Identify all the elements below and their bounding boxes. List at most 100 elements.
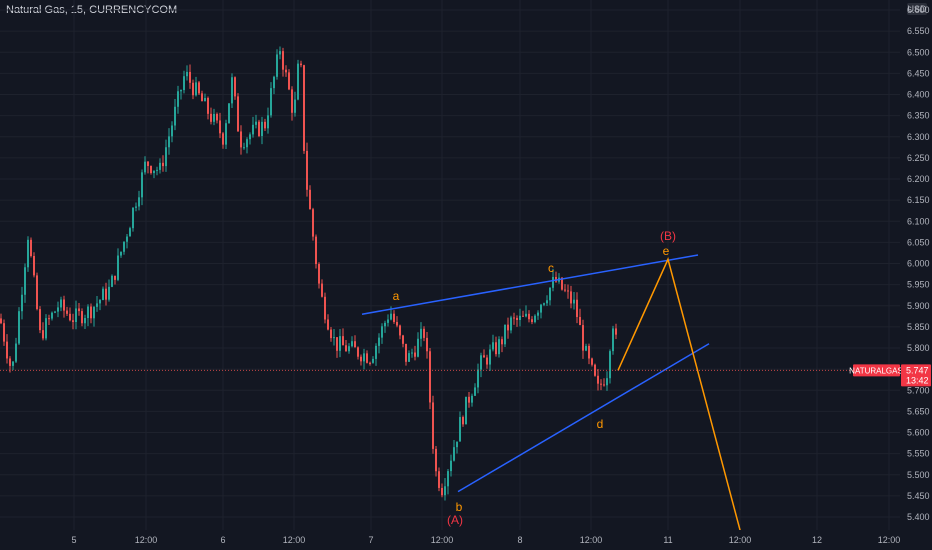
candle-body — [27, 239, 29, 268]
candle-body — [498, 339, 500, 355]
candle-body — [105, 288, 107, 300]
candle-body — [84, 318, 86, 324]
time-tick-label: 5 — [71, 535, 76, 545]
candle-body — [153, 170, 155, 174]
price-tick-label: 6.200 — [907, 174, 930, 184]
candle-body — [348, 346, 350, 352]
candle-body — [51, 312, 53, 319]
candle-body — [525, 313, 527, 317]
candle-body — [0, 318, 2, 324]
candle-body — [531, 319, 533, 323]
candle-body — [357, 347, 359, 357]
candle-body — [186, 71, 188, 77]
candle-body — [270, 88, 272, 116]
price-tick-label: 5.800 — [907, 343, 930, 353]
candle-body — [483, 355, 485, 358]
candle-body — [603, 384, 605, 386]
candle-body — [408, 353, 410, 362]
candle-body — [576, 299, 578, 318]
wave-labels: a b(A) c d e(B) — [393, 229, 676, 527]
candle-body — [402, 335, 404, 344]
candle-body — [75, 308, 77, 322]
price-tick-label: 6.050 — [907, 237, 930, 247]
price-tick-label: 5.850 — [907, 322, 930, 332]
candle-body — [588, 345, 590, 359]
candle-body — [174, 106, 176, 126]
time-axis-bg — [0, 530, 900, 550]
candle-body — [468, 396, 470, 403]
candle-body — [276, 54, 278, 77]
candle-body — [426, 337, 428, 352]
price-tick-label: 6.400 — [907, 90, 930, 100]
time-tick-label: 12:00 — [135, 535, 158, 545]
candle-body — [228, 103, 230, 124]
candle-body — [369, 362, 371, 364]
candle-body — [423, 328, 425, 338]
candle-body — [507, 324, 509, 331]
candle-body — [132, 207, 134, 229]
candle-body — [39, 309, 41, 331]
candle-body — [345, 345, 347, 352]
candle-body — [102, 288, 104, 301]
candle-body — [36, 275, 38, 310]
candle-body — [156, 169, 158, 171]
candle-body — [144, 161, 146, 173]
candle-body — [585, 345, 587, 351]
candle-body — [54, 311, 56, 313]
price-badge — [901, 364, 931, 387]
candle-body — [6, 341, 8, 359]
candle-body — [126, 236, 128, 242]
candle-body — [117, 255, 119, 280]
candle-body — [399, 325, 401, 336]
price-tick-label: 6.500 — [907, 47, 930, 57]
candle-body — [93, 306, 95, 319]
countdown-value: 13:42 — [906, 375, 929, 385]
price-tick-label: 6.150 — [907, 195, 930, 205]
price-tick-label: 5.650 — [907, 406, 930, 416]
candle-body — [471, 395, 473, 403]
candle-body — [234, 77, 236, 97]
candle-body — [72, 320, 74, 322]
candle-body — [537, 312, 539, 316]
candle-body — [579, 317, 581, 326]
candle-body — [510, 317, 512, 331]
currency-box — [907, 3, 927, 15]
candle-body — [57, 307, 59, 312]
candle-body — [540, 304, 542, 313]
candle-body — [570, 291, 572, 304]
candle-body — [552, 276, 554, 288]
candle-body — [216, 113, 218, 121]
candle-body — [15, 343, 17, 362]
candle-body — [267, 115, 269, 129]
time-tick-label: 6 — [220, 535, 225, 545]
time-tick-label: 7 — [368, 535, 373, 545]
candle-body — [285, 69, 287, 73]
candle-body — [33, 256, 35, 276]
wave-label: (A) — [447, 513, 463, 527]
candle-body — [366, 353, 368, 363]
candle-body — [201, 93, 203, 102]
candle-body — [129, 228, 131, 237]
candle-body — [450, 460, 452, 472]
candle-body — [222, 133, 224, 145]
candle-body — [429, 351, 431, 403]
grid — [0, 0, 900, 530]
candle-body — [393, 313, 395, 322]
candle-body — [204, 97, 206, 102]
candle-body — [66, 310, 68, 314]
candle-body — [192, 82, 194, 96]
candle-body — [180, 90, 182, 92]
price-tick-label: 5.600 — [907, 428, 930, 438]
candle-body — [390, 313, 392, 320]
candle-body — [396, 321, 398, 326]
candle-body — [135, 206, 137, 208]
candle-body — [240, 131, 242, 148]
time-tick-label: 12:00 — [283, 535, 306, 545]
candle-body — [60, 299, 62, 308]
candle-body — [309, 189, 311, 210]
candle-body — [279, 51, 281, 55]
candle-body — [441, 487, 443, 496]
currency-label: USD — [907, 4, 927, 14]
